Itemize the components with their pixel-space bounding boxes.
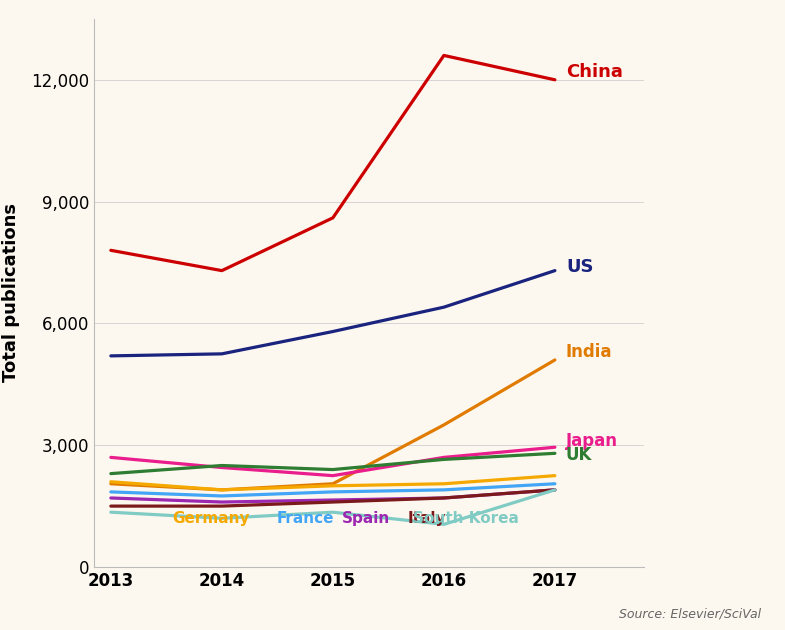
Text: South Korea: South Korea [413,512,519,527]
Text: US: US [566,258,593,275]
Text: UK: UK [566,446,593,464]
Text: Japan: Japan [566,432,618,450]
Text: Germany: Germany [172,512,250,527]
Text: China: China [566,62,623,81]
Text: France: France [276,512,334,527]
Y-axis label: Total publications: Total publications [2,203,20,382]
Text: Source: Elsevier/SciVal: Source: Elsevier/SciVal [619,607,761,621]
Text: Italy: Italy [408,512,447,527]
Text: Spain: Spain [342,512,390,527]
Text: India: India [566,343,612,361]
